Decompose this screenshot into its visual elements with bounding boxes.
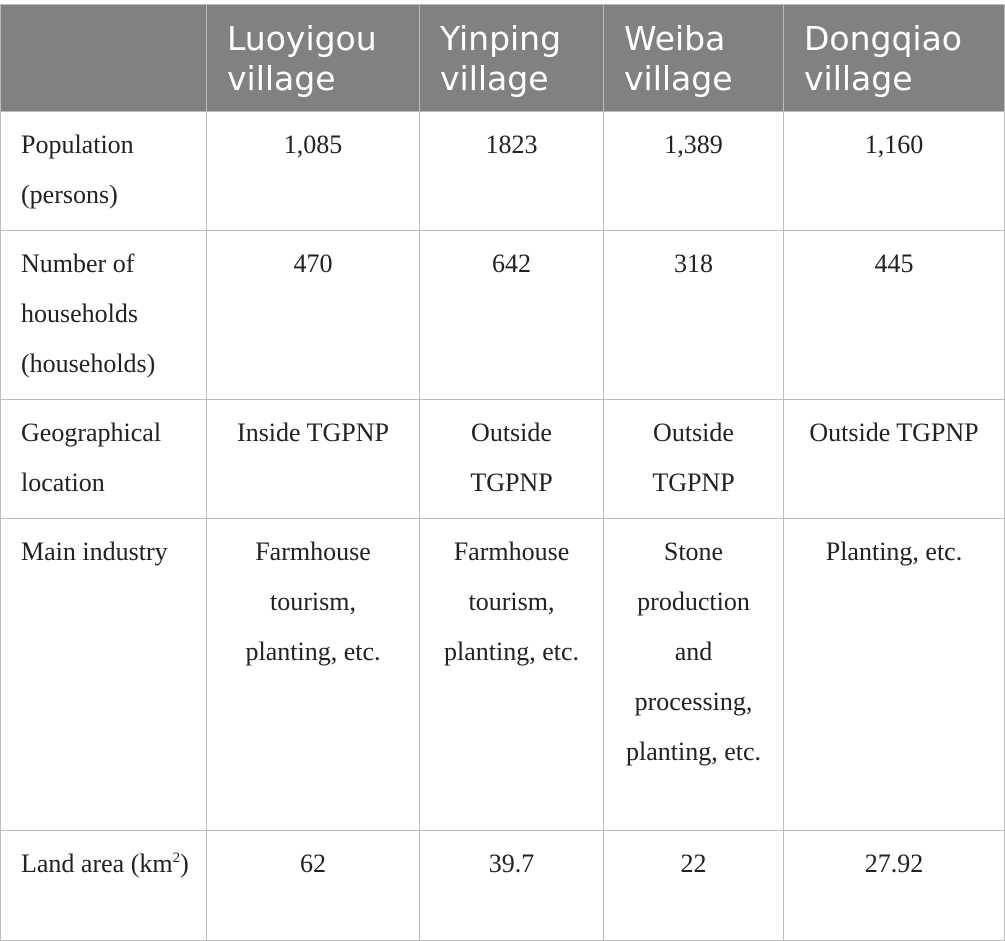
cell-industry-dongqiao: Planting, etc. [783, 518, 1005, 831]
header-luoyigou: Luoyigou village [206, 4, 420, 112]
cell-location-weiba: Outside TGPNP [603, 399, 784, 519]
cell-land-area-dongqiao: 27.92 [783, 830, 1005, 941]
cell-location-dongqiao: Outside TGPNP [783, 399, 1005, 519]
cell-households-yinping: 642 [419, 230, 604, 400]
cell-land-area-weiba: 22 [603, 830, 784, 941]
cell-population-luoyigou: 1,085 [206, 111, 420, 231]
cell-households-weiba: 318 [603, 230, 784, 400]
land-area-label-text: Land area (km [21, 849, 173, 878]
cell-land-area-yinping: 39.7 [419, 830, 604, 941]
row-label-households: Number of households (households) [0, 230, 207, 400]
table-row-location: Geographical location Inside TGPNP Outsi… [0, 399, 1005, 519]
cell-industry-weiba: Stone production and processing, plantin… [603, 518, 784, 831]
row-label-land-area: Land area (km2) [0, 830, 207, 941]
table-row-industry: Main industry Farmhouse tourism, plantin… [0, 518, 1005, 831]
header-row: Luoyigou village Yinping village Weiba v… [0, 4, 1005, 112]
land-area-unit-superscript: 2 [172, 850, 181, 866]
land-area-label-close: ) [180, 849, 189, 878]
cell-households-luoyigou: 470 [206, 230, 420, 400]
village-comparison-table: Luoyigou village Yinping village Weiba v… [0, 4, 1005, 941]
header-dongqiao: Dongqiao village [783, 4, 1005, 112]
table-row-households: Number of households (households) 470 64… [0, 230, 1005, 400]
cell-land-area-luoyigou: 62 [206, 830, 420, 941]
cell-industry-yinping: Farmhouse tourism, planting, etc. [419, 518, 604, 831]
table-row-land-area: Land area (km2) 62 39.7 22 27.92 [0, 830, 1005, 941]
table-row-population: Population (persons) 1,085 1823 1,389 1,… [0, 111, 1005, 231]
cell-population-dongqiao: 1,160 [783, 111, 1005, 231]
cell-population-yinping: 1823 [419, 111, 604, 231]
row-label-population: Population (persons) [0, 111, 207, 231]
header-corner-cell [0, 4, 207, 112]
cell-industry-luoyigou: Farmhouse tourism, planting, etc. [206, 518, 420, 831]
cell-location-yinping: Outside TGPNP [419, 399, 604, 519]
header-yinping: Yinping village [419, 4, 604, 112]
cell-population-weiba: 1,389 [603, 111, 784, 231]
row-label-location: Geographical location [0, 399, 207, 519]
row-label-industry: Main industry [0, 518, 207, 831]
cell-households-dongqiao: 445 [783, 230, 1005, 400]
cell-location-luoyigou: Inside TGPNP [206, 399, 420, 519]
header-weiba: Weiba village [603, 4, 784, 112]
